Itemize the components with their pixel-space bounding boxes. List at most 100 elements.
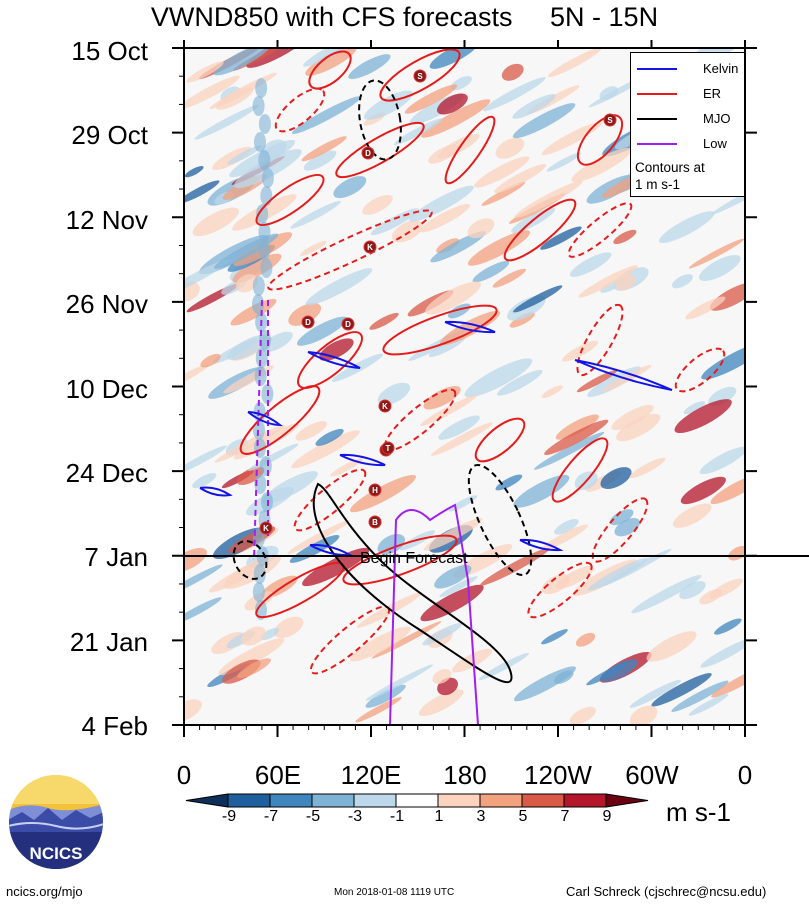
anomaly-patch bbox=[305, 48, 357, 76]
footer-website[interactable]: ncics.org/mjo bbox=[6, 884, 83, 899]
anomaly-patch bbox=[255, 348, 268, 368]
anomaly-patch bbox=[184, 166, 204, 178]
anomaly-patch bbox=[478, 652, 530, 681]
anomaly-patch bbox=[252, 96, 265, 116]
anomaly-patch bbox=[679, 581, 706, 600]
anomaly-patch bbox=[474, 156, 530, 188]
anomaly-patch bbox=[420, 395, 477, 427]
anomaly-patch bbox=[436, 93, 468, 115]
kelvin-contour bbox=[574, 359, 673, 391]
anomaly-patch bbox=[497, 369, 543, 396]
storm-marker-label: D bbox=[365, 149, 371, 158]
low-contour bbox=[389, 503, 479, 725]
anomaly-patch bbox=[260, 492, 273, 512]
footer-timestamp: Mon 2018-01-08 1119 UTC bbox=[334, 887, 455, 898]
anomaly-patch bbox=[253, 132, 266, 152]
storm-marker-icon bbox=[368, 483, 382, 497]
anomaly-patch bbox=[683, 401, 706, 415]
storm-marker-icon bbox=[341, 317, 355, 331]
ncics-logo: NCICS bbox=[9, 775, 103, 869]
anomaly-patch bbox=[393, 118, 443, 146]
kelvin-contour bbox=[247, 411, 284, 427]
anomaly-patch bbox=[689, 238, 745, 269]
anomaly-patch bbox=[541, 385, 563, 399]
anomaly-patch bbox=[365, 684, 406, 708]
anomaly-patch bbox=[430, 231, 486, 263]
anomaly-patch bbox=[184, 699, 202, 722]
er-contour bbox=[527, 561, 593, 619]
anomaly-patch bbox=[671, 680, 729, 712]
anomaly-patch bbox=[672, 503, 712, 528]
anomaly-patch bbox=[700, 638, 745, 668]
anomaly-patch bbox=[513, 474, 570, 508]
anomaly-patch bbox=[680, 476, 726, 505]
anomaly-patch bbox=[541, 121, 602, 156]
anomaly-patch bbox=[330, 458, 363, 477]
anomaly-patch bbox=[315, 428, 344, 446]
colorbar-tick-label: -1 bbox=[389, 808, 405, 825]
anomaly-patch bbox=[711, 665, 745, 698]
anomaly-patch bbox=[541, 629, 568, 645]
er-contour bbox=[255, 174, 325, 226]
anomaly-patch bbox=[514, 180, 583, 218]
storm-marker-icon bbox=[368, 515, 382, 529]
anomaly-patch bbox=[261, 331, 293, 352]
anomaly-patch bbox=[646, 631, 697, 662]
anomaly-patch bbox=[184, 445, 227, 476]
storm-marker-layer: SSDKDDKKTHBK bbox=[259, 69, 617, 535]
anomaly-patch bbox=[546, 152, 581, 172]
anomaly-patch bbox=[541, 574, 571, 595]
anomaly-patch bbox=[513, 285, 563, 313]
mjo-contour bbox=[467, 463, 533, 577]
contour-layer bbox=[199, 48, 726, 725]
er-contour bbox=[382, 304, 498, 356]
anomaly-patch bbox=[419, 203, 471, 233]
er-contour bbox=[474, 417, 526, 463]
anomaly-patch bbox=[421, 99, 491, 138]
anomaly-patch bbox=[302, 547, 370, 587]
anomaly-patch bbox=[492, 268, 526, 288]
anomaly-patch bbox=[569, 706, 596, 725]
kelvin-contour bbox=[444, 320, 496, 334]
er-contour bbox=[591, 497, 649, 563]
anomaly-patch bbox=[601, 659, 639, 682]
anomaly-patch bbox=[542, 524, 589, 550]
anomaly-patch bbox=[218, 638, 285, 676]
legend-swatch bbox=[637, 143, 677, 145]
anomaly-patch bbox=[438, 415, 480, 440]
anomaly-patch bbox=[254, 600, 267, 620]
er-contour bbox=[379, 48, 461, 102]
anomaly-patch bbox=[186, 61, 224, 83]
anomaly-patch bbox=[554, 519, 579, 535]
er-contour bbox=[576, 114, 624, 166]
x-tick-label: 120W bbox=[524, 760, 592, 790]
er-contour bbox=[576, 303, 624, 377]
anomaly-patch bbox=[544, 419, 609, 456]
colorbar-tick-label: -9 bbox=[221, 808, 237, 825]
storm-marker-label: D bbox=[305, 318, 311, 327]
anomaly-patch bbox=[409, 185, 474, 222]
legend: Kelvin ER MJO Low Contours at 1 m s-1 bbox=[630, 52, 745, 197]
anomaly-patch bbox=[369, 312, 399, 330]
er-contour bbox=[551, 437, 609, 503]
legend-label: ER bbox=[703, 86, 722, 101]
storm-marker-icon bbox=[413, 69, 427, 83]
anomaly-patch bbox=[699, 588, 723, 605]
anomaly-patch bbox=[291, 96, 362, 135]
axis-ticks bbox=[172, 40, 757, 737]
anomaly-patch bbox=[467, 218, 495, 239]
y-tick-label: 29 Oct bbox=[71, 120, 148, 150]
legend-swatch bbox=[637, 118, 677, 120]
anomaly-patch bbox=[540, 226, 582, 250]
anomaly-patch bbox=[422, 622, 463, 646]
anomaly-patch bbox=[192, 207, 240, 237]
anomaly-patch bbox=[651, 673, 712, 707]
y-tick-label: 10 Dec bbox=[65, 374, 148, 404]
colorbar-tick-label: 1 bbox=[434, 808, 444, 825]
anomaly-patch bbox=[227, 145, 262, 165]
anomaly-patch bbox=[194, 104, 259, 140]
anomaly-patch bbox=[575, 632, 596, 647]
anomaly-patch bbox=[256, 204, 269, 224]
mjo-contour bbox=[232, 540, 268, 580]
anomaly-patch bbox=[241, 626, 266, 646]
